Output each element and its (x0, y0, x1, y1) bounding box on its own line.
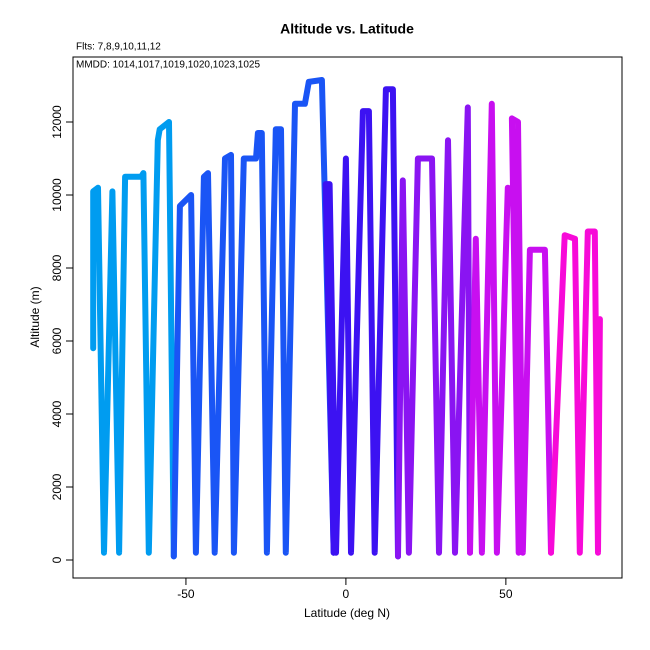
y-tick-label: 6000 (50, 327, 64, 354)
x-tick-label: -50 (177, 587, 195, 601)
note: MMDD: 1014,1017,1019,1020,1023,1025 (76, 60, 260, 71)
y-axis-label: Altitude (m) (28, 286, 42, 347)
x-axis-label: Latitude (deg N) (304, 606, 390, 620)
chart-title: Altitude vs. Latitude (280, 21, 414, 37)
series-line (548, 228, 603, 556)
plot-frame (72, 56, 623, 579)
note: Flts: 7,8,9,10,11,12 (76, 42, 161, 53)
series-line (395, 104, 473, 560)
y-tick-label: 0 (50, 556, 64, 563)
x-tick-label: 0 (343, 587, 350, 601)
x-tick-label: 50 (499, 587, 513, 601)
y-tick-label: 4000 (50, 400, 64, 427)
y-tick-label: 8000 (50, 254, 64, 281)
series-line (90, 119, 177, 560)
series-line (467, 100, 554, 556)
y-tick-label: 2000 (50, 473, 64, 500)
y-tick-label: 10000 (50, 178, 64, 212)
y-tick-label: 12000 (50, 105, 64, 139)
series-line (322, 86, 401, 560)
series-line (170, 77, 337, 560)
